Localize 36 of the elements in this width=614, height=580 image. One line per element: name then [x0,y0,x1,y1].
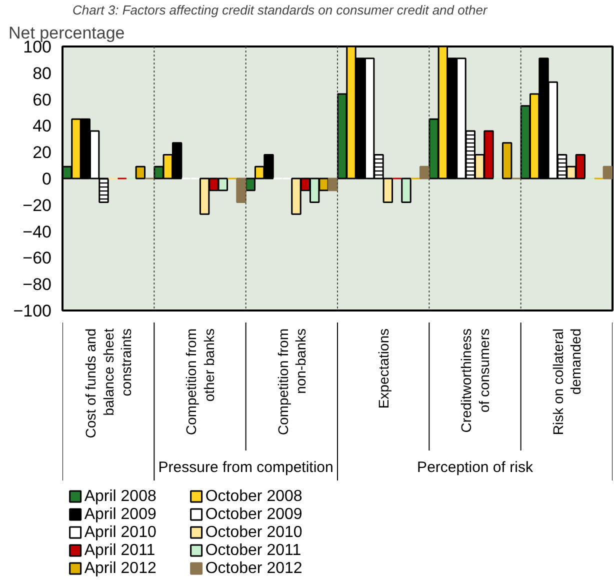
bar [328,178,338,192]
bar [502,142,512,180]
text: Pressure from competition [158,459,334,476]
bar [135,166,146,180]
legend-label: April 2012 [84,560,156,577]
legend-label: October 2010 [205,524,302,541]
y-tick-label: 60 [32,90,52,110]
y-tick-label: −60 [22,248,52,268]
legend-label: October 2009 [205,506,302,523]
legend-label: April 2010 [84,524,156,541]
x-tick-label: Risk on collateral demanded [550,328,584,436]
y-tick-label: 0 [42,170,52,188]
bar [401,178,412,204]
bar [236,178,246,204]
y-tick-label: 80 [32,64,52,83]
bar [602,166,612,180]
x-tick-label: Competition from non-banks [274,328,308,436]
y-tick-label: 20 [32,143,52,162]
bar [419,166,430,180]
x-tick-label: Cost of funds and balance sheet constraints [82,328,134,438]
y-tick-label: 40 [32,116,52,136]
y-tick-label: −100 [13,302,52,320]
legend-label: October 2008 [205,488,302,505]
y-tick-label: −40 [22,222,52,242]
legend-label: October 2012 [205,560,302,577]
legend-label: October 2011 [205,542,302,559]
y-tick-label: −20 [22,196,52,215]
x-tick-label: Expectations [375,328,392,409]
y-tick-label: −80 [22,275,52,294]
legend-label: April 2008 [84,488,156,505]
x-tick-label: Competition from other banks [183,328,217,436]
text: Perception of risk [417,459,534,476]
x-tick-label: Creditworthiness of consumers [458,328,492,433]
chart-title: Chart 3: Factors affecting credit standards on consumer credit and other [72,2,488,18]
legend-label: April 2009 [84,506,156,523]
legend-label: April 2011 [84,542,156,559]
